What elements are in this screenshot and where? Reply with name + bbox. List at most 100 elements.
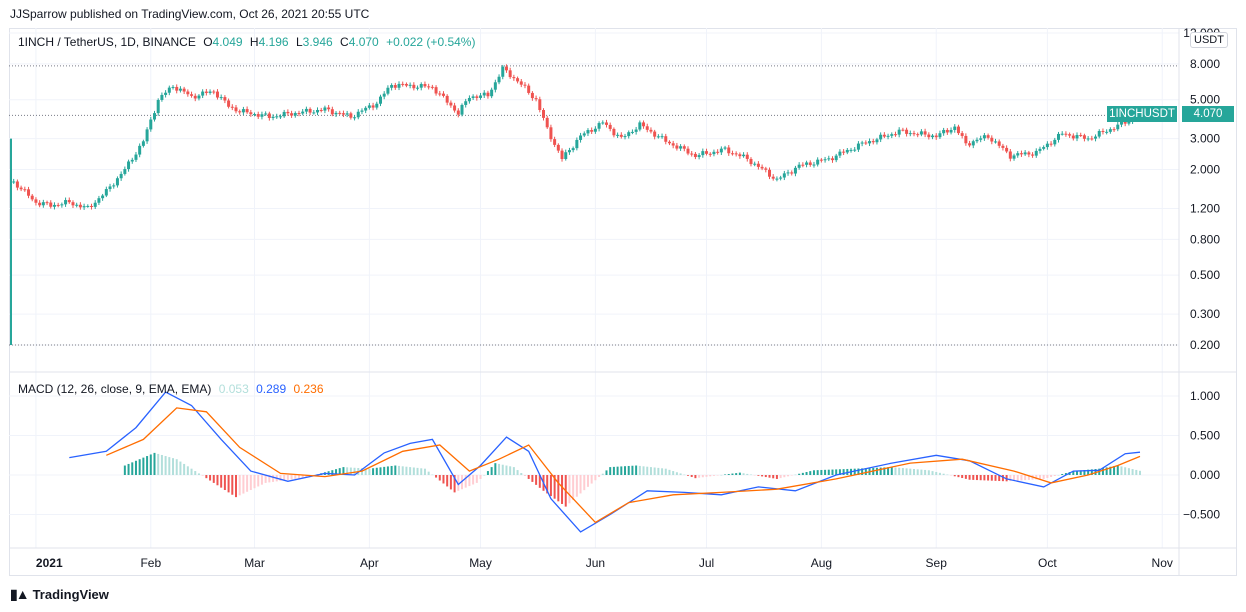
candle — [545, 117, 549, 128]
histogram-bar — [698, 475, 701, 478]
symbol-title[interactable]: 1INCH / TetherUS, 1D, BINANCE — [18, 35, 196, 49]
histogram-bar — [764, 475, 767, 478]
candle — [404, 83, 408, 86]
price-tick-label: 0.500 — [1190, 268, 1220, 282]
candle — [49, 202, 53, 207]
candle — [397, 83, 401, 88]
candle — [245, 109, 249, 113]
open-value: 4.049 — [212, 35, 243, 49]
candle — [527, 85, 531, 93]
histogram-bar — [701, 475, 704, 478]
histogram-bar — [1038, 475, 1041, 480]
histogram-bar — [349, 467, 352, 475]
candle — [86, 205, 90, 207]
candle — [319, 109, 323, 111]
candle — [493, 82, 497, 90]
candle — [553, 139, 557, 145]
chart-frame[interactable] — [9, 28, 1237, 576]
candle — [1108, 129, 1112, 132]
candle — [682, 146, 686, 149]
candle — [931, 135, 935, 138]
histogram-bar — [527, 475, 530, 479]
time-axis[interactable]: 2021 Feb Mar Apr May Jun Jul Aug Sep Oct Nov — [36, 556, 1173, 570]
histogram-bar — [920, 469, 923, 475]
histogram-bar — [864, 468, 867, 475]
candle — [156, 99, 160, 114]
candle — [897, 129, 901, 135]
candle — [864, 142, 868, 144]
histogram-bar — [1131, 469, 1134, 475]
candle — [1116, 124, 1120, 130]
histogram-bar — [1135, 469, 1138, 475]
candle — [152, 113, 156, 120]
macd-axis[interactable]: 1.000 0.500 0.000 −0.500 — [1183, 389, 1220, 522]
histogram-bar — [627, 465, 630, 475]
histogram-bar — [653, 467, 656, 475]
histogram-bar — [220, 475, 223, 488]
histogram-bar — [153, 452, 156, 475]
histogram-bar — [531, 475, 534, 482]
candle — [1001, 145, 1005, 148]
histogram-bar — [761, 475, 764, 477]
candle — [997, 141, 1001, 146]
price-tick-label: 0.800 — [1190, 232, 1220, 246]
candle — [341, 113, 345, 115]
candle — [71, 202, 75, 206]
histogram-bar — [586, 475, 589, 487]
candle — [1049, 143, 1053, 145]
candle — [590, 130, 594, 132]
currency-badge[interactable]: USDT — [1190, 32, 1228, 48]
candle — [697, 155, 701, 158]
histogram-bar — [842, 469, 845, 475]
candle — [501, 66, 505, 77]
price-axis[interactable]: 12.0008.0005.0003.0002.0001.2000.8000.50… — [1183, 26, 1220, 352]
candle — [768, 169, 772, 177]
candle — [579, 135, 583, 140]
candle — [842, 151, 846, 153]
histogram-bar — [990, 475, 993, 481]
histogram-bar — [131, 462, 134, 475]
histogram-bar — [950, 475, 953, 476]
candle — [297, 113, 301, 115]
histogram-bar — [987, 475, 990, 481]
histogram-bar — [887, 467, 890, 475]
candle — [812, 164, 816, 166]
histogram-bar — [383, 466, 386, 475]
histogram-bar — [657, 467, 660, 475]
histogram-bar — [516, 470, 519, 475]
candle — [427, 86, 431, 88]
candle — [471, 96, 475, 98]
close-label: C — [340, 35, 349, 49]
high-label: H — [249, 35, 259, 49]
candle — [323, 107, 327, 111]
candle — [108, 186, 112, 190]
histogram-bar — [134, 460, 137, 475]
histogram-bar — [505, 465, 508, 475]
macd-line-value: 0.289 — [256, 382, 287, 396]
candle — [27, 189, 31, 196]
histogram-bar — [816, 470, 819, 475]
candle — [449, 102, 453, 106]
time-tick-label: Mar — [244, 556, 265, 570]
candle — [786, 172, 790, 174]
candle — [893, 134, 897, 136]
histogram-bar — [1124, 467, 1127, 475]
candle — [523, 84, 527, 86]
candle — [464, 101, 468, 105]
tradingview-logo[interactable]: ▮▲ TradingView — [10, 586, 109, 603]
candle — [849, 149, 853, 151]
candle — [353, 117, 357, 119]
histogram-bar — [924, 469, 927, 475]
histogram-bar — [364, 468, 367, 475]
candle — [19, 187, 23, 190]
time-tick-label: Aug — [811, 556, 832, 570]
candle — [1119, 121, 1123, 125]
macd-title[interactable]: MACD (12, 26, close, 9, EMA, EMA) — [18, 382, 212, 396]
histogram-bar — [498, 463, 501, 475]
histogram-bar — [168, 457, 171, 475]
histogram-bar — [583, 475, 586, 491]
histogram-bar — [638, 465, 641, 475]
candle — [312, 112, 316, 114]
publisher-caption: JJSparrow published on TradingView.com, … — [10, 7, 370, 21]
